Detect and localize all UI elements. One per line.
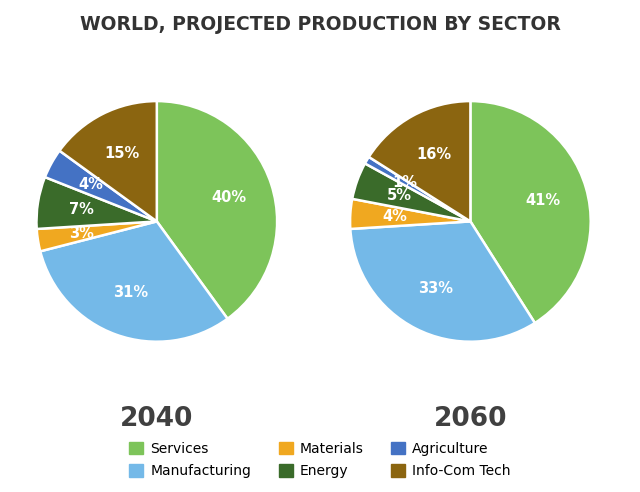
- Wedge shape: [60, 101, 157, 221]
- Text: 3%: 3%: [70, 226, 94, 241]
- Text: 4%: 4%: [382, 209, 407, 224]
- Legend: Services, Manufacturing, Materials, Energy, Agriculture, Info-Com Tech: Services, Manufacturing, Materials, Ener…: [122, 435, 518, 485]
- Text: 2060: 2060: [434, 406, 507, 432]
- Wedge shape: [157, 101, 277, 319]
- Wedge shape: [45, 151, 157, 221]
- Wedge shape: [365, 157, 470, 221]
- Wedge shape: [350, 199, 470, 229]
- Text: WORLD, PROJECTED PRODUCTION BY SECTOR: WORLD, PROJECTED PRODUCTION BY SECTOR: [79, 15, 561, 34]
- Text: 15%: 15%: [105, 146, 140, 161]
- Text: 4%: 4%: [78, 178, 103, 192]
- Text: 2040: 2040: [120, 406, 193, 432]
- Wedge shape: [470, 101, 591, 323]
- Text: 40%: 40%: [211, 190, 246, 206]
- Wedge shape: [36, 221, 157, 251]
- Text: 41%: 41%: [525, 193, 561, 208]
- Text: 31%: 31%: [113, 285, 148, 300]
- Text: 7%: 7%: [70, 202, 94, 217]
- Wedge shape: [40, 221, 228, 342]
- Wedge shape: [352, 163, 470, 221]
- Text: 1%: 1%: [393, 175, 418, 190]
- Text: 5%: 5%: [387, 188, 412, 203]
- Text: 33%: 33%: [419, 281, 454, 297]
- Text: 16%: 16%: [416, 148, 451, 162]
- Wedge shape: [369, 101, 470, 221]
- Wedge shape: [36, 177, 157, 229]
- Wedge shape: [350, 221, 535, 342]
